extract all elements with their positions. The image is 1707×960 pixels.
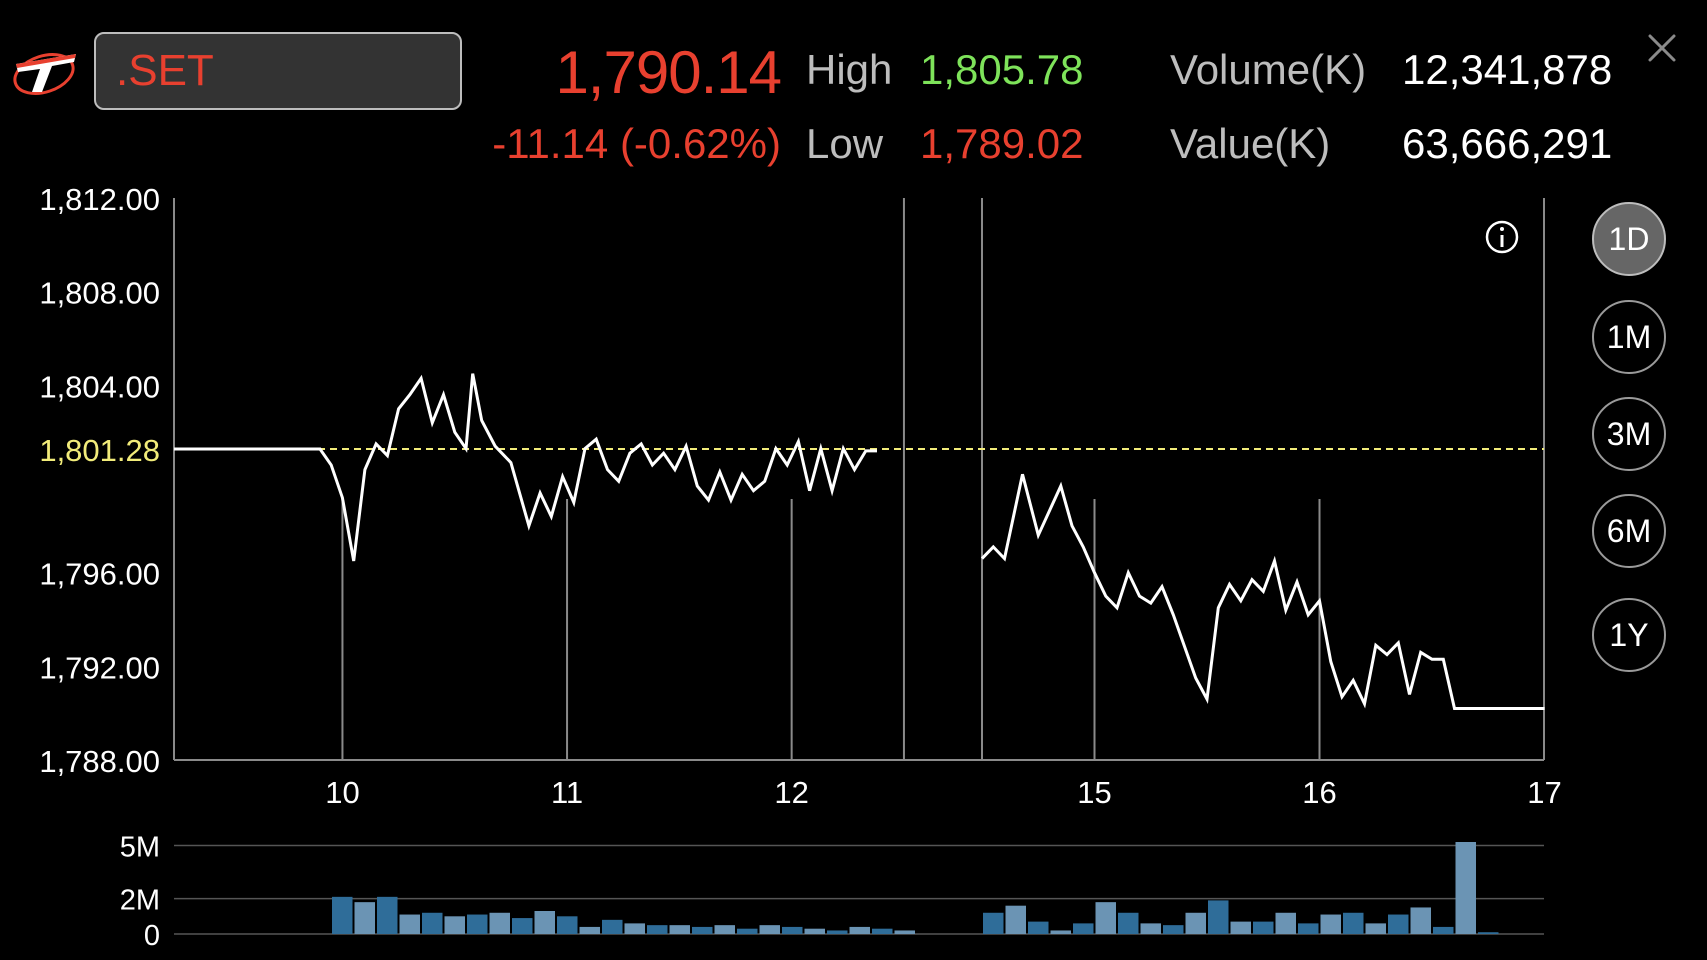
volume-bar	[1073, 923, 1094, 934]
volume-bar	[827, 930, 848, 934]
symbol-text: .SET	[116, 46, 214, 95]
volume-bar	[1050, 930, 1071, 934]
value-label: Value(K)	[1170, 120, 1331, 167]
volume-bar	[1253, 921, 1274, 934]
y-tick-label: 1,792.00	[39, 650, 160, 685]
price-change: -11.14 (-0.62%)	[492, 120, 781, 167]
volume-bar	[894, 930, 915, 934]
volume-bar	[647, 925, 668, 934]
volume-bar	[467, 914, 488, 934]
x-tick-label: 11	[551, 775, 583, 810]
volume-bar	[1185, 912, 1206, 934]
high-label: High	[806, 46, 893, 93]
value-value: 63,666,291	[1402, 120, 1613, 167]
volume-label: Volume(K)	[1170, 46, 1367, 93]
volume-tick-label: 5M	[120, 832, 160, 864]
volume-bar	[1275, 912, 1296, 934]
volume-bar	[624, 923, 645, 934]
volume-bar	[1230, 921, 1251, 934]
volume-bar	[737, 928, 758, 934]
price-line-afternoon	[980, 473, 1545, 710]
volume-bar	[444, 916, 465, 934]
symbol-search-field[interactable]: .SET	[94, 32, 462, 110]
volume-bar	[1455, 842, 1476, 934]
volume-bar	[1320, 914, 1341, 934]
x-tick-label: 12	[774, 775, 808, 810]
volume-bar	[782, 926, 803, 934]
volume-bar	[534, 911, 555, 934]
volume-bar	[579, 926, 600, 934]
high-value: 1,805.78	[920, 46, 1084, 93]
volume-bar	[1478, 932, 1499, 934]
y-tick-label: 1,788.00	[39, 744, 160, 779]
period-button-1d[interactable]: 1D	[1592, 202, 1666, 276]
volume-bar	[1005, 905, 1026, 934]
volume-bar	[422, 912, 443, 934]
volume-tick-label: 0	[144, 920, 160, 952]
volume-bar	[1163, 925, 1184, 934]
volume-bar	[1208, 900, 1229, 934]
volume-bar	[1028, 921, 1049, 934]
period-button-1y[interactable]: 1Y	[1592, 598, 1666, 672]
volume-bar	[1343, 912, 1364, 934]
volume-bar	[872, 928, 893, 934]
period-button-6m[interactable]: 6M	[1592, 494, 1666, 568]
volume-bar	[1388, 914, 1409, 934]
volume-bar	[332, 896, 353, 934]
volume-bar	[1140, 923, 1161, 934]
volume-bar	[669, 925, 690, 934]
y-tick-label: 1,796.00	[39, 557, 160, 592]
volume-bar	[1410, 907, 1431, 934]
y-tick-label: 1,812.00	[39, 182, 160, 217]
brand-logo	[13, 53, 76, 95]
volume-value: 12,341,878	[1402, 46, 1613, 93]
volume-bar	[714, 925, 735, 934]
x-tick-label: 16	[1302, 775, 1336, 810]
x-tick-label: 17	[1527, 775, 1561, 810]
volume-bar	[1095, 902, 1116, 934]
volume-bar	[557, 916, 578, 934]
volume-bar	[759, 925, 780, 934]
x-tick-label: 10	[325, 775, 359, 810]
volume-bar	[399, 914, 420, 934]
volume-bar	[377, 896, 398, 934]
info-icon[interactable]	[1485, 220, 1519, 254]
last-price: 1,790.14	[555, 39, 782, 106]
volume-bar	[849, 926, 870, 934]
prev-close-label: 1,801.28	[39, 433, 160, 468]
y-tick-label: 1,804.00	[39, 369, 160, 404]
volume-bar	[983, 912, 1004, 934]
x-tick-label: 15	[1077, 775, 1111, 810]
volume-bar	[692, 926, 713, 934]
volume-bar	[804, 928, 825, 934]
volume-bar	[1433, 926, 1454, 934]
volume-tick-label: 2M	[120, 885, 160, 917]
period-button-1m[interactable]: 1M	[1592, 300, 1666, 374]
low-value: 1,789.02	[920, 120, 1084, 167]
volume-bar	[1298, 923, 1319, 934]
volume-bar	[1118, 912, 1139, 934]
volume-bar	[354, 902, 375, 934]
volume-bar	[512, 918, 533, 934]
price-line-morning	[174, 373, 877, 562]
volume-bar	[1365, 923, 1386, 934]
period-button-3m[interactable]: 3M	[1592, 397, 1666, 471]
low-label: Low	[806, 120, 884, 167]
close-icon[interactable]	[1640, 26, 1684, 70]
volume-bar	[489, 912, 510, 934]
volume-bar	[602, 919, 623, 934]
y-tick-label: 1,808.00	[39, 276, 160, 311]
